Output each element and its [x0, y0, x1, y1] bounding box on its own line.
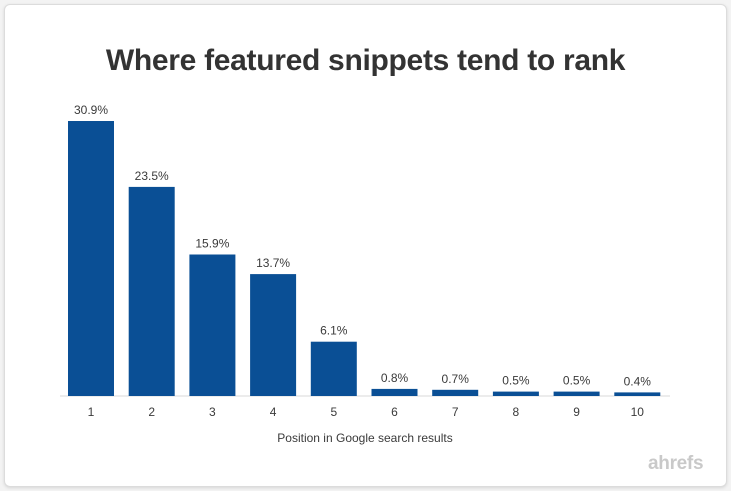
value-labels-group: 30.9% 23.5% 15.9% 13.7% 6.1% 0.8% 0.7% 0.5% 0.5%… [74, 103, 651, 388]
value-label-5: 6.1% [320, 324, 348, 338]
x-tick-label-4: 4 [270, 405, 277, 419]
bar-2 [128, 186, 175, 396]
bar-5 [310, 341, 357, 396]
chart-card [4, 4, 727, 487]
value-label-6: 0.8% [381, 371, 409, 385]
value-label-3: 15.9% [195, 237, 229, 251]
value-label-8: 0.5% [502, 374, 530, 388]
x-tick-label-1: 1 [88, 405, 95, 419]
x-tick-labels-group: 1 2 3 4 5 6 7 8 9 10 [88, 405, 645, 419]
x-tick-label-2: 2 [148, 405, 155, 419]
ahrefs-logo: ahrefs [648, 453, 704, 474]
bar-1 [68, 121, 114, 396]
bar-6 [371, 388, 418, 396]
bar-8 [492, 391, 539, 396]
x-tick-label-9: 9 [573, 405, 580, 419]
bar-10 [614, 392, 661, 396]
bar-9 [553, 391, 600, 396]
value-label-4: 13.7% [256, 256, 290, 270]
x-tick-label-3: 3 [209, 405, 216, 419]
bar-4 [250, 274, 297, 396]
chart-title: Where featured snippets tend to rank [105, 44, 626, 77]
value-label-2: 23.5% [135, 169, 169, 183]
bar-3 [189, 254, 236, 396]
bars-group [68, 121, 661, 396]
x-tick-label-5: 5 [330, 405, 337, 419]
bar-7 [432, 389, 479, 396]
value-label-7: 0.7% [442, 372, 470, 386]
value-label-1: 30.9% [74, 103, 108, 117]
value-label-9: 0.5% [563, 374, 591, 388]
x-tick-label-8: 8 [513, 405, 520, 419]
x-axis-title: Position in Google search results [277, 431, 452, 445]
value-label-10: 0.4% [624, 374, 652, 388]
x-tick-label-7: 7 [452, 405, 459, 419]
x-tick-label-10: 10 [631, 405, 645, 419]
x-tick-label-6: 6 [391, 405, 398, 419]
